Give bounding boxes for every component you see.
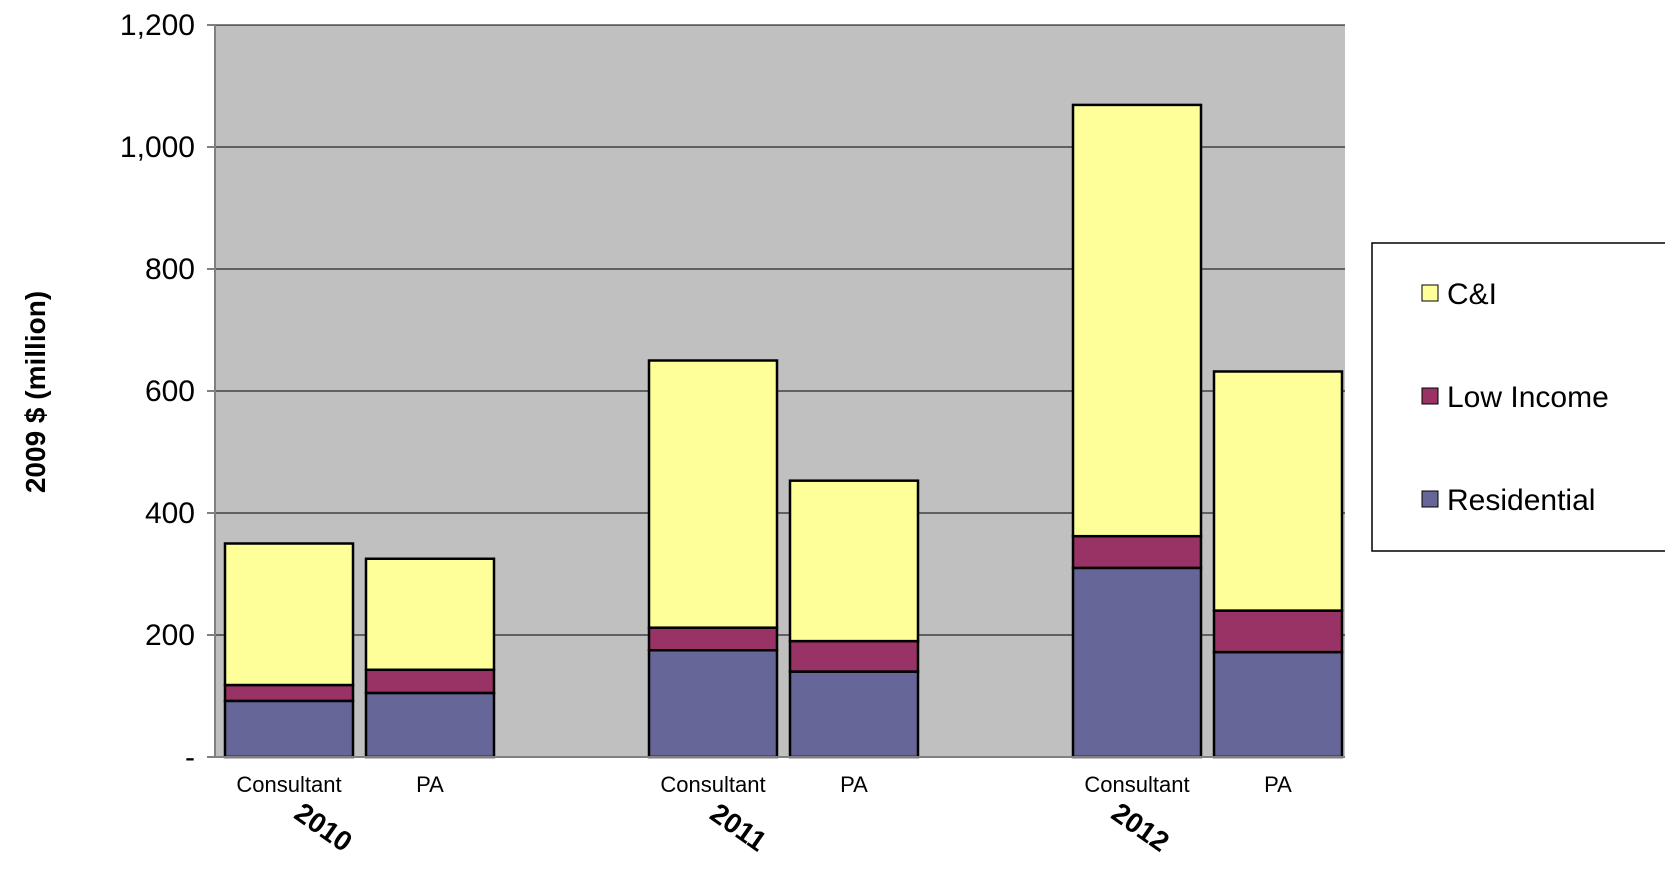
- y-tick-label: 1,000: [120, 131, 195, 164]
- y-tick-label: -: [185, 741, 195, 774]
- bar-segment-residential: [1212, 650, 1344, 759]
- y-tick-label: 400: [145, 497, 195, 530]
- bar-segment-c-i: [647, 359, 779, 629]
- x-tick-label: Consultant: [1084, 772, 1189, 797]
- y-axis-label: 2009 $ (million): [20, 291, 51, 493]
- bar-segment-low-income: [647, 626, 779, 652]
- y-tick-label: 600: [145, 375, 195, 408]
- group-label: 2011: [705, 797, 773, 857]
- legend-swatch: [1421, 490, 1439, 508]
- bar-segment-low-income: [364, 668, 496, 695]
- legend: C&I Low Income Residential: [1371, 242, 1665, 552]
- bars: [223, 103, 1344, 759]
- legend-label: C&I: [1447, 278, 1497, 311]
- bar-segment-residential: [1071, 566, 1203, 759]
- x-tick-label: Consultant: [660, 772, 765, 797]
- bar-segment-c-i: [364, 557, 496, 672]
- x-tick-label: PA: [840, 772, 868, 797]
- x-tick-label: PA: [1264, 772, 1292, 797]
- group-label: 2012: [1106, 797, 1175, 858]
- bar-segment-low-income: [1212, 609, 1344, 654]
- bar-segment-c-i: [223, 542, 355, 687]
- bar-segment-c-i: [1071, 103, 1203, 538]
- bar-segment-c-i: [1212, 370, 1344, 612]
- y-tick-label: 800: [145, 253, 195, 286]
- group-label: 2010: [289, 797, 358, 858]
- bar-segment-c-i: [788, 479, 920, 643]
- legend-label: Residential: [1447, 484, 1595, 517]
- x-tick-label: Consultant: [236, 772, 341, 797]
- legend-swatch: [1421, 387, 1439, 405]
- y-tick-label: 1,200: [120, 9, 195, 42]
- group-labels: 2010 2011 2012: [289, 797, 1175, 858]
- y-tick-label: 200: [145, 619, 195, 652]
- legend-box: [1371, 242, 1665, 552]
- bar-segment-low-income: [1071, 534, 1203, 570]
- bar-segment-residential: [788, 670, 920, 759]
- x-tick-label: PA: [416, 772, 444, 797]
- bar-segment-residential: [647, 649, 779, 759]
- legend-label: Low Income: [1447, 381, 1609, 414]
- bar-segment-low-income: [788, 639, 920, 673]
- legend-swatch: [1421, 284, 1439, 302]
- bar-segment-residential: [364, 691, 496, 759]
- bar-segment-residential: [223, 699, 355, 759]
- y-tick-labels: - 200 400 600 800 1,000 1,200: [120, 9, 195, 774]
- bar-segment-low-income: [223, 683, 355, 703]
- x-tick-labels: Consultant PA Consultant PA Consultant PA: [236, 772, 1292, 797]
